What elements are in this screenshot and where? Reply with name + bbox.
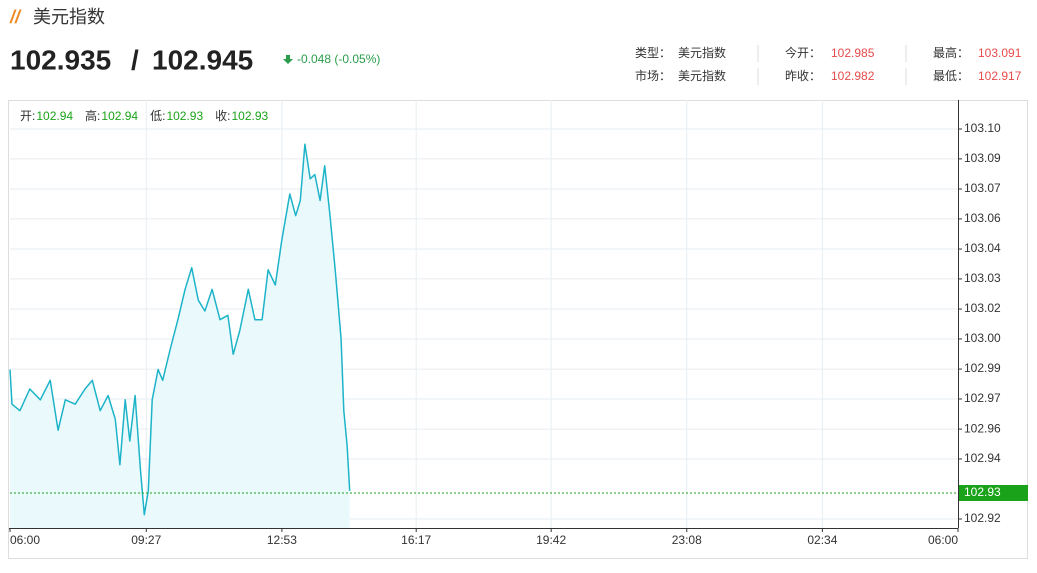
y-tick-label: 103.00 xyxy=(964,331,1001,345)
x-tick-label: 06:00 xyxy=(928,533,958,547)
info-value: 102.985 xyxy=(831,46,875,60)
y-tick-label: 102.99 xyxy=(964,361,1001,375)
ohlc-label: 开: xyxy=(20,109,35,123)
info-value: 102.917 xyxy=(978,69,1022,83)
title: 美元指数 xyxy=(33,7,105,27)
ohlc-value: 102.94 xyxy=(101,109,138,123)
info-label: 今开： xyxy=(785,45,821,60)
area xyxy=(10,144,350,528)
x-tick-label: 12:53 xyxy=(267,533,297,547)
info-label: 最低： xyxy=(933,69,969,83)
ohlc-value: 102.93 xyxy=(231,109,268,123)
change: -0.048 (-0.05%) xyxy=(297,52,380,66)
info-value: 102.982 xyxy=(831,69,875,83)
y-tick-label: 103.02 xyxy=(964,301,1001,315)
ohlc-label: 高: xyxy=(85,108,100,123)
info-label: 类型： xyxy=(635,46,671,60)
last-price-label: 102.93 xyxy=(964,485,1001,499)
x-tick-label: 02:34 xyxy=(807,533,837,547)
x-tick-label: 09:27 xyxy=(131,533,161,547)
bid: 102.935 xyxy=(10,44,111,75)
ohlc-label: 低: xyxy=(150,109,165,123)
chart-frame xyxy=(8,100,1028,559)
ask: 102.945 xyxy=(152,44,253,75)
x-tick-label: 06:00 xyxy=(10,533,40,547)
y-tick-label: 102.92 xyxy=(964,511,1001,525)
separator: / xyxy=(131,44,139,75)
down-arrow xyxy=(283,55,293,64)
ohlc-value: 102.93 xyxy=(166,109,203,123)
y-tick-label: 102.94 xyxy=(964,451,1001,465)
y-tick-label: 103.07 xyxy=(964,181,1001,195)
info-label: 昨收： xyxy=(785,69,821,83)
x-tick-label: 19:42 xyxy=(536,533,566,547)
line xyxy=(9,143,351,516)
title-icon: // xyxy=(9,7,22,27)
info-value: 103.091 xyxy=(978,46,1022,60)
x-tick-label: 16:17 xyxy=(401,533,431,547)
info-label: 市场： xyxy=(635,68,671,83)
last-price-box xyxy=(959,485,1028,501)
y-tick-label: 103.09 xyxy=(964,151,1001,165)
y-tick-label: 102.97 xyxy=(964,391,1001,405)
x-tick-label: 23:08 xyxy=(672,533,702,547)
info-value: 美元指数 xyxy=(678,45,726,60)
y-tick-label: 103.10 xyxy=(964,121,1001,135)
ohlc-value: 102.94 xyxy=(36,109,73,123)
y-tick-label: 103.06 xyxy=(964,211,1001,225)
ohlc-label: 收: xyxy=(215,109,230,123)
info-label: 最高： xyxy=(933,45,969,60)
y-tick-label: 103.04 xyxy=(964,241,1001,255)
y-tick-label: 103.03 xyxy=(964,271,1001,285)
info-value: 美元指数 xyxy=(678,68,726,83)
y-tick-label: 102.96 xyxy=(964,421,1001,435)
